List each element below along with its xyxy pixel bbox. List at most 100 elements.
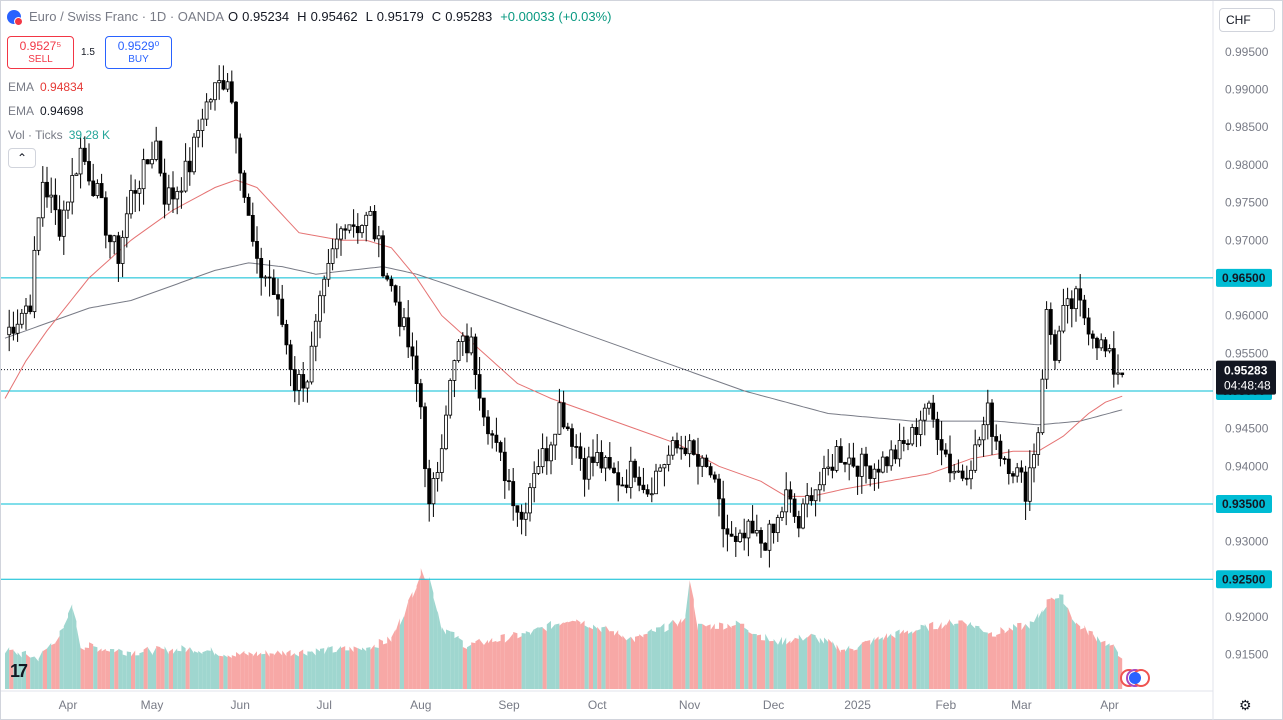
volume-segment xyxy=(320,648,325,689)
volume-segment xyxy=(626,636,631,689)
tradingview-logo[interactable]: 17 xyxy=(10,661,28,681)
candle-body xyxy=(171,187,175,200)
volume-segment xyxy=(479,639,484,689)
volume-segment xyxy=(500,633,505,689)
volume-segment xyxy=(920,624,925,689)
settings-gear-icon[interactable]: ⚙ xyxy=(1239,697,1252,713)
candle-body xyxy=(162,172,167,205)
volume-segment xyxy=(336,645,341,689)
volume-segment xyxy=(437,610,442,689)
candle-body xyxy=(141,159,146,190)
x-tick-label: Sep xyxy=(498,698,520,712)
buy-button[interactable]: 0.9529⁰ BUY xyxy=(105,36,172,69)
candle-body xyxy=(271,277,276,296)
volume-segment xyxy=(273,650,278,689)
volume-segment xyxy=(357,648,362,689)
volume-legend[interactable]: Vol · Ticks 39.28 K xyxy=(8,128,110,142)
volume-segment xyxy=(425,579,430,689)
last-price-label: 0.95283 xyxy=(1224,364,1268,378)
candle-body xyxy=(1065,298,1070,306)
candle-body xyxy=(759,530,763,544)
volume-segment xyxy=(572,620,577,689)
candle-body xyxy=(124,213,129,238)
volume-segment xyxy=(975,625,980,689)
candle-body xyxy=(406,317,411,348)
volume-segment xyxy=(836,644,841,689)
candle-body xyxy=(952,470,957,474)
volume-segment xyxy=(958,620,963,689)
volume-segment xyxy=(420,568,425,689)
candle-body xyxy=(1078,288,1083,301)
volume-segment xyxy=(866,640,871,689)
candle-body xyxy=(364,214,369,226)
volume-segment xyxy=(34,656,39,689)
volume-segment xyxy=(261,653,266,689)
volume-segment xyxy=(198,650,203,689)
sell-button[interactable]: 0.9527⁵ SELL xyxy=(7,36,74,69)
symbol-header: Euro / Swiss Franc · 1D · OANDA O 0.95234… xyxy=(7,9,612,26)
candle-body xyxy=(15,323,20,334)
volume-segment xyxy=(1059,594,1064,689)
volume-segment xyxy=(693,605,698,689)
candle-body xyxy=(603,457,608,469)
candle-body xyxy=(948,453,952,474)
candle-body xyxy=(1002,458,1007,460)
volume-segment xyxy=(903,630,908,689)
candle-body xyxy=(557,402,562,435)
volume-segment xyxy=(433,597,438,689)
candle-body xyxy=(1023,471,1028,502)
volume-segment xyxy=(462,647,467,689)
volume-segment xyxy=(1055,597,1060,689)
candle-body xyxy=(851,457,856,467)
candle-body xyxy=(284,324,289,346)
candle-body xyxy=(234,101,238,139)
volume-segment xyxy=(597,626,602,689)
candle-body xyxy=(112,235,117,243)
candle-body xyxy=(36,217,41,251)
volume-segment xyxy=(534,626,539,689)
low-label: L xyxy=(365,9,373,24)
volume-segment xyxy=(101,648,106,689)
volume-segment xyxy=(299,649,304,689)
symbol-name[interactable]: Euro / Swiss Franc · 1D · OANDA xyxy=(29,9,225,24)
candle-body xyxy=(82,147,87,162)
candle-body xyxy=(599,452,604,469)
volume-segment xyxy=(769,641,774,689)
volume-segment xyxy=(706,624,711,689)
candle-body xyxy=(859,453,864,477)
candle-body xyxy=(1103,339,1108,352)
candle-body xyxy=(192,136,196,173)
volume-segment xyxy=(576,619,581,689)
candle-body xyxy=(649,493,654,496)
volume-segment xyxy=(38,650,43,689)
volume-segment xyxy=(160,648,165,689)
candle-body xyxy=(334,238,339,250)
y-tick-label: 0.94000 xyxy=(1225,459,1269,473)
volume-segment xyxy=(26,654,31,689)
collapse-legend-button[interactable]: ⌃ xyxy=(8,148,36,168)
volume-segment xyxy=(110,649,115,689)
volume-segment xyxy=(59,627,64,689)
volume-segment xyxy=(819,637,824,689)
volume-segment xyxy=(399,616,404,689)
volume-segment xyxy=(702,623,707,689)
volume-segment xyxy=(719,622,724,689)
candle-body xyxy=(725,528,730,535)
candle-body xyxy=(1011,473,1015,477)
y-tick-label: 0.96000 xyxy=(1225,309,1269,323)
countdown-label: 04:48:48 xyxy=(1224,379,1271,393)
candle-body xyxy=(809,495,814,502)
candle-body xyxy=(1111,348,1116,375)
currency-selector[interactable]: CHF xyxy=(1219,8,1275,32)
ema-slow-legend[interactable]: EMA 0.94698 xyxy=(8,104,83,118)
volume-segment xyxy=(723,627,728,689)
volume-segment xyxy=(622,635,627,689)
volume-segment xyxy=(152,647,157,689)
candle-body xyxy=(700,457,705,467)
volume-segment xyxy=(849,648,854,689)
ema-fast-legend[interactable]: EMA 0.94834 xyxy=(8,80,83,94)
candle-body xyxy=(61,209,66,237)
volume-segment xyxy=(966,621,971,689)
